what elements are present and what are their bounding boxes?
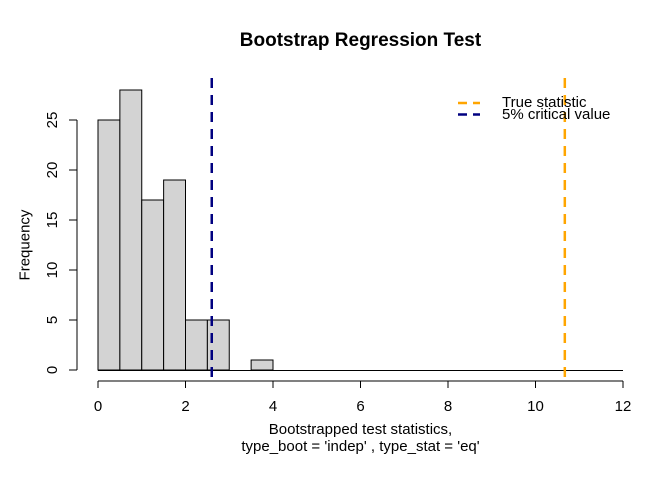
legend-label-true-statistic: True statistic [502,94,587,111]
x-tick-label: 6 [356,398,365,415]
x-tick-label: 8 [443,398,453,415]
y-tick-label: 5 [44,315,61,325]
y-axis-title: Frequency [16,209,34,281]
histogram-bar [141,199,165,371]
histogram-bar [250,359,274,371]
x-tick-label: 12 [614,398,632,415]
x-tick-label: 0 [93,398,103,415]
x-tick-label: 4 [268,398,278,415]
chart-title: Bootstrap Regression Test [239,30,482,51]
x-axis-title-line1: Bootstrapped test statistics, [268,421,453,438]
x-tick-label: 10 [527,398,544,415]
x-axis-title-line2: type_boot = 'indep' , type_stat = 'eq' [241,438,480,455]
histogram-bar [119,89,143,371]
histogram-bar [206,319,230,371]
y-tick-label: 10 [44,261,61,279]
histogram-bar [97,119,121,371]
histogram-bar [185,319,208,371]
histogram-bar [163,179,186,371]
y-tick-label: 15 [44,211,61,229]
y-tick-label: 20 [44,161,61,179]
y-tick-label: 25 [44,111,61,129]
legend-label-critical-value: 5% critical value [502,106,611,123]
y-tick-label: 0 [44,365,61,375]
x-tick-label: 2 [181,398,190,415]
